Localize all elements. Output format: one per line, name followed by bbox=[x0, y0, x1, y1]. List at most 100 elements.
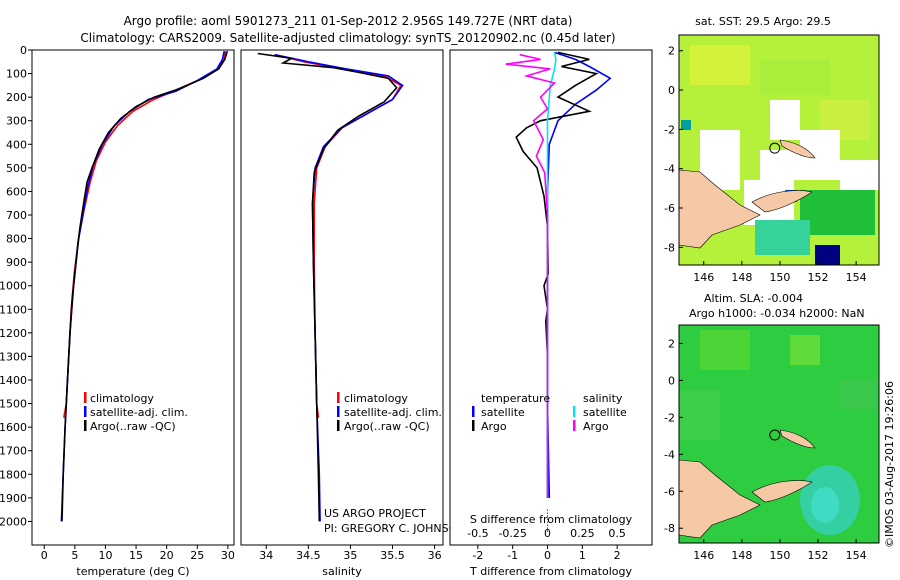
difference-plot-frame bbox=[449, 49, 653, 546]
legend-satellite-label: satellite-adj. clim. bbox=[90, 406, 188, 419]
map-x-tick-label: 154 bbox=[846, 271, 867, 284]
legend-t-satellite-marker bbox=[472, 406, 475, 417]
depth-tick-label: 1000 bbox=[0, 280, 27, 293]
sst-no-data bbox=[840, 160, 879, 190]
sst-map-title: sat. SST: 29.5 Argo: 29.5 bbox=[695, 15, 831, 28]
x-tick-label: 15 bbox=[129, 549, 143, 562]
sla-land bbox=[678, 459, 761, 539]
map-y-tick-label: -6 bbox=[664, 202, 675, 215]
map-frame bbox=[678, 324, 880, 544]
depth-tick-label: 1300 bbox=[0, 350, 27, 363]
t-difference-xlabel: T difference from climatology bbox=[469, 565, 632, 578]
x-tick-label: -2 bbox=[472, 549, 483, 562]
legend-satellite-label: satellite-adj. clim. bbox=[344, 406, 442, 419]
sst-patch bbox=[760, 60, 830, 95]
sst-cold-patch bbox=[815, 245, 840, 265]
series-temperature-argo bbox=[515, 51, 599, 498]
sst-no-data bbox=[760, 150, 800, 180]
temperature-xlabel: temperature (deg C) bbox=[76, 565, 189, 578]
map-y-tick-label: 2 bbox=[668, 337, 675, 350]
map-x-tick-label: 152 bbox=[808, 549, 829, 562]
figure-title-line2: Climatology: CARS2009. Satellite-adjuste… bbox=[80, 31, 615, 45]
imos-watermark: ©IMOS 03-Aug-2017 19:26:06 bbox=[883, 381, 896, 548]
x-tick-label: 5 bbox=[71, 549, 78, 562]
x-tick-label: 1 bbox=[579, 549, 586, 562]
sst-map-panel: sat. SST: 29.5 Argo: 29.5 2 0 -2 -4 -6 -8 146 1… bbox=[664, 15, 880, 284]
sst-map-axes: 2 0 -2 -4 -6 -8 146 148 150 152 154 bbox=[664, 34, 880, 284]
salinity-lines bbox=[257, 52, 404, 522]
map-y-tick-label: -8 bbox=[664, 241, 675, 254]
float-position-marker bbox=[769, 429, 781, 441]
map-x-tick-label: 146 bbox=[693, 549, 714, 562]
legend-satellite-marker bbox=[337, 406, 340, 417]
depth-axis: 0 100 200 300 400 500 600 700 800 900 1000 1100 1200… bbox=[0, 44, 32, 528]
map-y-tick-label: -2 bbox=[664, 411, 675, 424]
s-tick-label: 0.25 bbox=[570, 527, 595, 540]
depth-tick-label: 100 bbox=[6, 68, 27, 81]
map-x-tick-label: 148 bbox=[731, 549, 752, 562]
depth-tick-label: 1600 bbox=[0, 421, 27, 434]
series-salinity-argo bbox=[505, 53, 557, 498]
sst-patch bbox=[690, 45, 750, 85]
salinity-xlabel: salinity bbox=[322, 565, 362, 578]
sla-map-title1: Altim. SLA: -0.004 bbox=[704, 292, 803, 305]
sst-land bbox=[779, 139, 816, 159]
map-x-tick-label: 146 bbox=[693, 271, 714, 284]
x-tick-label: 2 bbox=[614, 549, 621, 562]
depth-tick-label: 1500 bbox=[0, 398, 27, 411]
depth-tick-label: 1900 bbox=[0, 492, 27, 505]
x-tick-label: -1 bbox=[507, 549, 518, 562]
legend-s-argo-label: Argo bbox=[583, 420, 609, 433]
legend-s-satellite-marker bbox=[573, 406, 576, 417]
x-tick-label: 0 bbox=[41, 549, 48, 562]
sla-patch bbox=[790, 335, 820, 365]
sla-land bbox=[779, 429, 816, 449]
map-x-tick-label: 152 bbox=[808, 271, 829, 284]
depth-tick-label: 900 bbox=[6, 256, 27, 269]
depth-tick-label: 500 bbox=[6, 162, 27, 175]
salinity-legend: climatology satellite-adj. clim. Argo(..… bbox=[337, 392, 442, 433]
depth-tick-label: 1800 bbox=[0, 468, 27, 481]
depth-tick-label: 1400 bbox=[0, 374, 27, 387]
x-tick-label: 0 bbox=[544, 549, 551, 562]
project-credit: US ARGO PROJECT bbox=[324, 507, 426, 520]
x-tick-label: 34.5 bbox=[296, 549, 321, 562]
float-position-marker bbox=[769, 142, 781, 154]
map-y-tick-label: -4 bbox=[664, 163, 675, 176]
sst-land bbox=[678, 169, 761, 249]
sla-patch bbox=[700, 330, 750, 370]
series-argo-raw-qc- bbox=[61, 50, 229, 522]
legend-climatology-marker bbox=[84, 392, 87, 403]
legend-climatology-label: climatology bbox=[90, 392, 154, 405]
sst-land bbox=[751, 190, 813, 213]
s-tick-label: 0.5 bbox=[608, 527, 626, 540]
map-y-tick-label: -2 bbox=[664, 123, 675, 136]
x-tick-label: 30 bbox=[221, 549, 235, 562]
depth-tick-label: 0 bbox=[20, 44, 27, 57]
x-tick-label: 35 bbox=[343, 549, 357, 562]
depth-tick-label: 700 bbox=[6, 209, 27, 222]
map-y-tick-label: 2 bbox=[668, 45, 675, 58]
depth-tick-label: 1100 bbox=[0, 303, 27, 316]
legend-s-satellite-label: satellite bbox=[583, 406, 627, 419]
sla-map-axes: 2 0 -2 -4 -6 -8 146 148 150 152 154 bbox=[664, 324, 880, 562]
map-y-tick-label: 0 bbox=[668, 84, 675, 97]
x-tick-label: 34 bbox=[259, 549, 273, 562]
x-tick-label: 36 bbox=[428, 549, 442, 562]
temperature-plot-frame bbox=[31, 49, 235, 546]
legend-climatology-marker bbox=[337, 392, 340, 403]
map-frame bbox=[678, 34, 880, 266]
legend-t-satellite-label: satellite bbox=[481, 406, 525, 419]
legend-temperature-title: temperature bbox=[481, 392, 550, 405]
depth-tick-label: 400 bbox=[6, 138, 27, 151]
x-tick-label: 20 bbox=[160, 549, 174, 562]
s-tick-label: -0.25 bbox=[498, 527, 526, 540]
legend-argo-marker bbox=[337, 420, 340, 431]
difference-axes: -2 -1 0 1 2 -0.5 -0.25 0 0.25 0.5 bbox=[467, 509, 626, 562]
depth-tick-label: 800 bbox=[6, 233, 27, 246]
depth-tick-label: 1700 bbox=[0, 445, 27, 458]
temperature-panel: 0100200300400500600700800900100011001200… bbox=[0, 44, 235, 578]
depth-tick-label: 300 bbox=[6, 115, 27, 128]
map-y-tick-label: -6 bbox=[664, 485, 675, 498]
x-tick-label: 35.5 bbox=[380, 549, 405, 562]
